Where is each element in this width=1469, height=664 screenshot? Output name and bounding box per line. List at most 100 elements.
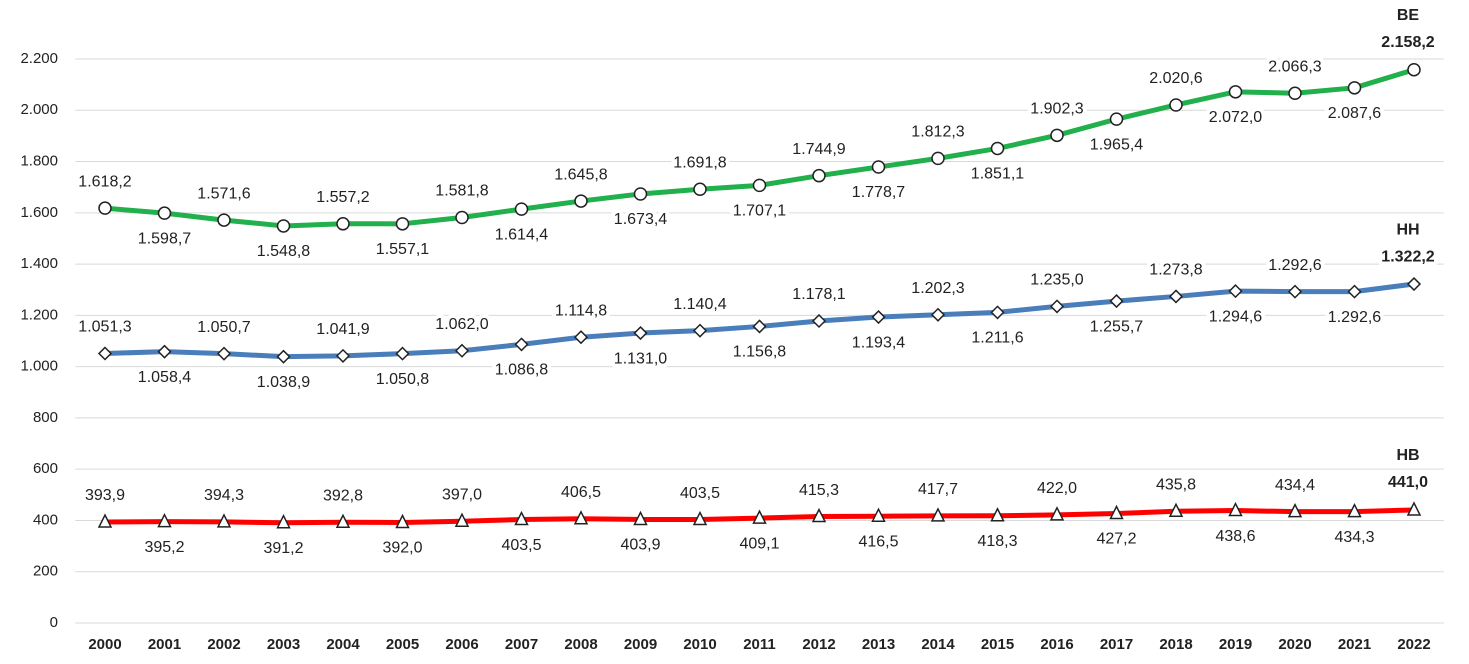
marker (157, 513, 172, 528)
marker (692, 510, 708, 526)
marker (930, 307, 946, 322)
marker (1109, 504, 1124, 520)
marker (335, 348, 351, 363)
value-label: 418,3 (977, 533, 1017, 550)
marker (1228, 284, 1243, 299)
marker (276, 219, 291, 233)
y-tick-label: 1.400 (20, 255, 58, 272)
value-label: 1.156,8 (733, 344, 786, 361)
marker (1287, 502, 1303, 518)
value-label: 403,9 (620, 537, 660, 554)
value-label: 1.614,4 (495, 226, 548, 243)
x-tick-label: 2019 (1219, 636, 1252, 653)
value-label: 1.778,7 (852, 184, 905, 201)
value-label: 395,2 (144, 539, 184, 556)
marker (157, 344, 172, 359)
marker (990, 305, 1005, 320)
value-label: 434,4 (1275, 477, 1315, 494)
x-tick-label: 2013 (862, 636, 895, 653)
value-label: 1.851,1 (971, 166, 1024, 183)
y-tick-label: 1.000 (20, 358, 58, 375)
value-label: 1.691,8 (673, 155, 726, 172)
value-label: 417,7 (918, 481, 958, 498)
value-label: 1.557,1 (376, 241, 429, 258)
value-label: 1.707,1 (733, 203, 786, 220)
marker (1109, 294, 1124, 309)
value-label: 415,3 (799, 482, 839, 499)
marker (1288, 86, 1302, 101)
marker (931, 151, 945, 166)
x-tick-label: 2000 (88, 636, 121, 653)
value-label: 1.051,3 (78, 319, 131, 336)
marker (812, 168, 826, 183)
x-tick-label: 2016 (1040, 636, 1073, 653)
value-label: 1.618,2 (78, 173, 131, 190)
marker (871, 309, 886, 325)
value-label: 403,5 (680, 485, 720, 502)
value-label: 1.744,9 (792, 141, 845, 158)
value-label: 394,3 (204, 487, 244, 504)
x-tick-label: 2017 (1100, 636, 1133, 653)
marker (574, 194, 588, 208)
x-tick-label: 2011 (743, 636, 776, 653)
marker (811, 313, 827, 329)
marker (1228, 85, 1243, 99)
series-name: BE (1397, 7, 1420, 24)
value-label: 1.965,4 (1090, 136, 1143, 153)
y-tick-label: 600 (33, 460, 58, 477)
value-label: 393,9 (85, 487, 125, 504)
marker (335, 513, 351, 529)
marker (633, 510, 648, 526)
marker (1109, 112, 1124, 126)
value-label: 1.273,8 (1149, 262, 1202, 279)
y-tick-label: 1.600 (20, 204, 58, 221)
value-label: 406,5 (561, 484, 601, 501)
marker (514, 510, 529, 526)
marker (276, 349, 291, 364)
marker (752, 178, 767, 193)
series-name: HH (1396, 221, 1419, 238)
y-tick-label: 800 (33, 409, 58, 426)
x-tick-label: 2008 (564, 636, 597, 653)
marker (1049, 506, 1065, 521)
y-tick-label: 1.800 (20, 153, 58, 170)
marker (1347, 284, 1362, 299)
marker (693, 182, 707, 197)
value-label: 391,2 (263, 540, 303, 557)
value-label: 1.557,2 (316, 189, 369, 206)
value-label: 392,8 (323, 488, 363, 505)
x-tick-label: 2006 (445, 636, 478, 653)
value-label: 1.050,8 (376, 371, 429, 388)
y-tick-label: 200 (33, 563, 58, 580)
x-tick-label: 2009 (624, 636, 657, 653)
marker (1168, 502, 1184, 518)
value-label: 2.158,2 (1381, 34, 1434, 51)
value-label: 427,2 (1096, 531, 1136, 548)
series-name: HB (1396, 447, 1419, 464)
value-label: 1.292,6 (1328, 309, 1381, 326)
marker (1406, 276, 1422, 292)
marker (930, 507, 946, 522)
marker (811, 507, 827, 523)
y-tick-label: 2.200 (20, 50, 58, 67)
value-label: 1.235,0 (1030, 272, 1083, 289)
marker (217, 213, 231, 227)
y-tick-label: 400 (33, 511, 58, 528)
marker (990, 507, 1005, 522)
marker (454, 343, 470, 358)
marker (1169, 98, 1183, 112)
x-tick-label: 2014 (921, 636, 955, 653)
value-label: 2.066,3 (1268, 58, 1321, 75)
y-tick-label: 2.000 (20, 101, 58, 118)
value-label: 1.812,3 (911, 124, 964, 141)
value-label: 1.202,3 (911, 280, 964, 297)
marker (990, 141, 1005, 156)
value-label: 1.178,1 (792, 286, 845, 303)
x-tick-label: 2012 (802, 636, 835, 653)
x-tick-label: 2015 (981, 636, 1014, 653)
value-label: 434,3 (1334, 529, 1374, 546)
marker (1347, 502, 1362, 518)
value-label: 1.902,3 (1030, 101, 1083, 118)
y-tick-label: 0 (50, 614, 58, 631)
value-label: 1.193,4 (852, 334, 905, 351)
